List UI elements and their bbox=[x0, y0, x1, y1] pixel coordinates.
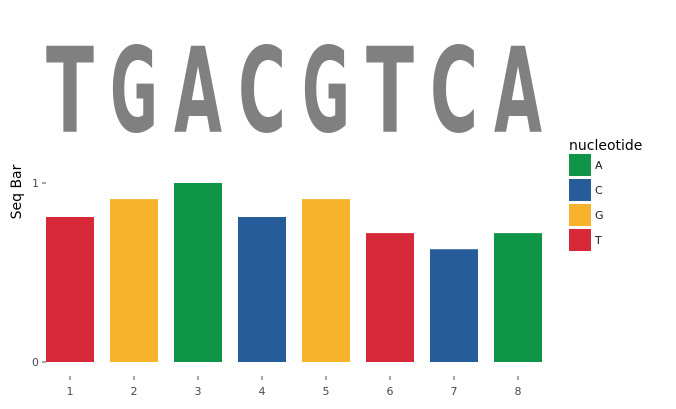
sequence-letter-1: T bbox=[46, 22, 94, 159]
bar-2 bbox=[110, 199, 158, 362]
sequence-letter-7: C bbox=[430, 23, 478, 160]
sequence-letter-5: G bbox=[302, 23, 350, 160]
x-tick-label-2: 2 bbox=[131, 385, 138, 398]
y-tick-label-0: 0 bbox=[32, 356, 39, 369]
x-tick-label-4: 4 bbox=[259, 385, 266, 398]
bar-7 bbox=[430, 249, 478, 362]
bar-8 bbox=[494, 233, 542, 362]
sequence-letter-8: A bbox=[494, 24, 542, 160]
bar-series bbox=[46, 183, 542, 362]
x-tick-label-5: 5 bbox=[323, 385, 330, 398]
legend-title: nucleotide bbox=[569, 138, 642, 154]
legend-label-A: A bbox=[595, 159, 603, 172]
bar-4 bbox=[238, 217, 286, 362]
bar-1 bbox=[46, 217, 94, 362]
legend-label-C: C bbox=[595, 184, 603, 197]
sequence-letter-2: G bbox=[110, 23, 158, 160]
x-tick-label-8: 8 bbox=[515, 385, 522, 398]
legend-swatch-T bbox=[569, 229, 591, 251]
x-tick-label-3: 3 bbox=[195, 385, 202, 398]
legend-swatch-G bbox=[569, 204, 591, 226]
legend-swatch-C bbox=[569, 179, 591, 201]
sequence-letter-3: A bbox=[174, 24, 222, 160]
legend-label-T: T bbox=[594, 234, 602, 247]
y-axis-title: Seq Bar bbox=[9, 164, 25, 219]
y-tick-label-1: 1 bbox=[32, 177, 39, 190]
bar-5 bbox=[302, 199, 350, 362]
sequence-letter-4: C bbox=[238, 23, 286, 160]
sequence-letter-6: T bbox=[366, 22, 414, 159]
x-tick-label-7: 7 bbox=[451, 385, 458, 398]
bar-6 bbox=[366, 233, 414, 362]
legend-label-G: G bbox=[595, 209, 604, 222]
legend-swatch-A bbox=[569, 154, 591, 176]
bar-3 bbox=[174, 183, 222, 362]
x-tick-label-6: 6 bbox=[387, 385, 394, 398]
axes: Seq Bar 1 2 3 4 5 6 7 8 0 1 bbox=[9, 164, 522, 398]
x-tick-label-1: 1 bbox=[67, 385, 74, 398]
